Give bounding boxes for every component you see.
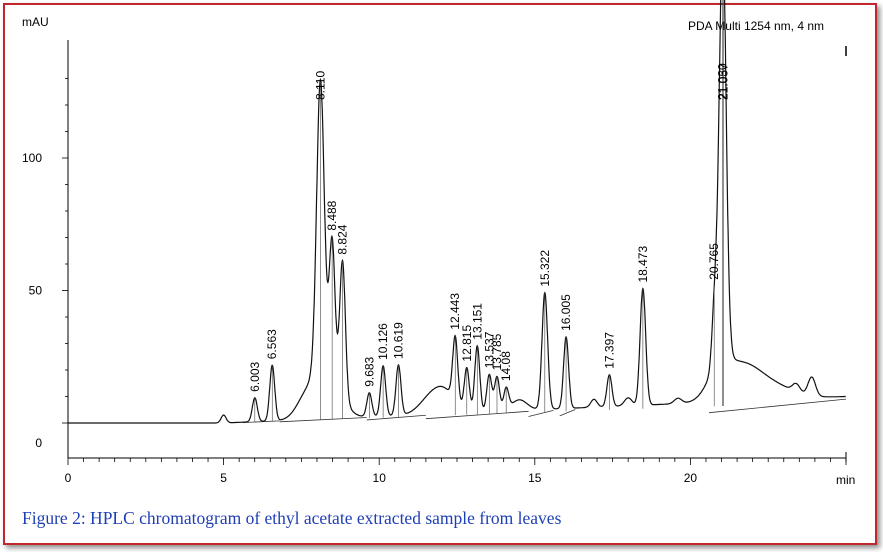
peak-label: 12.815 (460, 325, 474, 362)
peak-label: 10.126 (376, 323, 390, 360)
peak-label: 13.537 (482, 331, 496, 368)
integration-baseline (366, 414, 426, 421)
peak-label: 13.785 (490, 333, 504, 370)
peak-label: 10.619 (391, 322, 405, 359)
integration-baseline (559, 409, 576, 417)
y-axis-label: mAU (22, 15, 49, 29)
peak-label: 8.110 (313, 71, 327, 100)
x-tick-label: 15 (528, 471, 542, 485)
y-tick-label: 50 (29, 284, 43, 298)
x-tick-label: 0 (65, 471, 72, 485)
x-tick-label: 10 (373, 471, 387, 485)
peak-label: 17.397 (602, 332, 616, 369)
peak-label: 12.443 (448, 293, 462, 330)
peak-label: 21.057 (716, 63, 730, 100)
integration-baseline (709, 398, 847, 414)
peak-label: 14.08 (499, 351, 513, 381)
integration-baseline (242, 420, 280, 424)
integration-baseline (528, 409, 554, 417)
x-axis-label: min (836, 473, 855, 487)
y-tick-label: 100 (22, 151, 42, 165)
y-tick-label: 0 (35, 436, 42, 450)
peak-label: 21.030 (715, 63, 729, 100)
peak-label: 9.683 (362, 356, 376, 386)
baseline-segments (242, 398, 847, 424)
peak-drop-lines (254, 0, 724, 422)
peak-label: 6.563 (265, 329, 279, 359)
integration-baseline (425, 410, 529, 420)
peak-label: 8.824 (336, 224, 350, 254)
chart-header: PDA Multi 1254 nm, 4 nm (688, 19, 824, 33)
peak-label: 13.151 (470, 303, 484, 340)
peak-label: 18.473 (636, 246, 650, 283)
integration-baseline (279, 417, 367, 423)
x-tick-label: 5 (220, 471, 227, 485)
peak-label: 16.005 (559, 294, 573, 331)
figure-frame (3, 3, 877, 545)
chromatogram-trace (68, 0, 846, 424)
peak-label: 6.003 (248, 361, 262, 391)
peak-label: 15.322 (538, 250, 552, 287)
figure-caption: Figure 2: HPLC chromatogram of ethyl ace… (22, 508, 562, 528)
axes: 0 5 10 15 20 0 50 100 (22, 40, 847, 485)
x-tick-label: 20 (684, 471, 698, 485)
peak-label: 20.765 (707, 243, 721, 280)
peak-label: 8.488 (325, 200, 339, 230)
